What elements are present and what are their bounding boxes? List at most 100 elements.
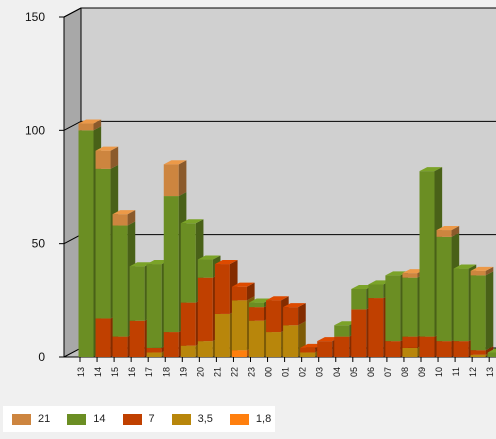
bar-segment-front xyxy=(146,264,162,348)
x-tick-label: 07 xyxy=(383,367,393,377)
bar-segment-top xyxy=(453,264,477,269)
bar-segment-front xyxy=(402,277,418,337)
bar-segment-front xyxy=(95,168,111,319)
x-tick-label: 04 xyxy=(332,367,342,377)
bar-segment-front xyxy=(180,345,196,357)
bar-segment-front xyxy=(163,196,179,333)
bar-segment-top xyxy=(180,219,204,224)
bar-segment-front xyxy=(129,320,145,357)
bar-segment-top xyxy=(129,262,153,267)
bar-segment-front xyxy=(129,266,145,321)
x-tick-label: 00 xyxy=(264,367,274,377)
bar-segment-top xyxy=(249,298,272,303)
bar-segment-top xyxy=(146,260,170,265)
bar-segment-front xyxy=(419,336,435,357)
bar-segment-front xyxy=(249,320,264,357)
legend-swatch xyxy=(229,413,249,425)
bar-segment-front xyxy=(163,164,179,197)
x-tick-label: 20 xyxy=(195,367,205,377)
y-tick-label: 150 xyxy=(25,10,45,24)
bar-segment-side xyxy=(246,282,255,301)
x-tick-label: 13 xyxy=(485,367,495,377)
y-tick-label: 50 xyxy=(32,237,46,251)
bar-segment-front xyxy=(300,352,316,357)
bar-segment-front xyxy=(453,341,469,357)
bar-segment-top xyxy=(197,255,221,260)
bar-segment-top xyxy=(163,160,187,165)
legend-swatch xyxy=(67,413,87,425)
bar-segment-front xyxy=(163,332,179,357)
legend-swatch xyxy=(12,413,31,425)
bar-segment-front xyxy=(487,352,496,357)
bar-segment-front xyxy=(197,277,213,342)
bar-segment-front xyxy=(266,300,282,333)
bar-segment-front xyxy=(419,171,435,337)
bar-segment-side xyxy=(178,160,187,197)
bar-segment-side xyxy=(298,303,306,326)
bar-segment-front xyxy=(95,150,111,169)
x-tick-label: 19 xyxy=(178,367,188,377)
bar-segment-front xyxy=(180,302,196,346)
legend-item-14: 14 xyxy=(67,413,106,425)
legend-item-1-8: 1,8 xyxy=(229,413,271,425)
bar-segment-front xyxy=(436,230,452,237)
bar-segment-front xyxy=(78,123,94,131)
bar-segment-front xyxy=(231,300,247,351)
bar-segment-front xyxy=(95,318,111,357)
bar-segment-front xyxy=(112,336,128,357)
y-tick-label: 100 xyxy=(25,123,45,137)
x-tick-label: 08 xyxy=(400,367,410,377)
x-tick-label: 22 xyxy=(229,367,239,377)
bar-segment-top xyxy=(283,303,306,308)
bar-segment-top xyxy=(436,226,460,231)
bar-segment-front xyxy=(402,273,418,278)
bar-segment-front xyxy=(436,341,452,357)
bar-segment-top xyxy=(419,167,443,172)
x-tick-label: 03 xyxy=(315,367,325,377)
bar-segment-front xyxy=(180,223,196,303)
legend-label: 7 xyxy=(148,413,155,425)
x-tick-label: 14 xyxy=(93,367,103,377)
bar-segment-front xyxy=(385,275,401,342)
bar-segment-front xyxy=(249,307,264,321)
bar-segment-front xyxy=(283,307,299,326)
bar-segment-front xyxy=(470,354,486,357)
legend-label: 3,5 xyxy=(197,413,213,425)
bar-segment-top xyxy=(112,210,136,215)
bar-segment-top xyxy=(317,337,340,342)
bar-segment-side xyxy=(127,210,136,226)
bar-segment-top xyxy=(402,269,426,274)
bar-segment-front xyxy=(112,225,128,337)
legend-label: 21 xyxy=(38,413,51,425)
bar-segment-front xyxy=(402,347,418,357)
bar-segment-front xyxy=(231,350,247,357)
x-tick-label: 11 xyxy=(451,367,461,376)
bar-segment-front xyxy=(334,325,350,337)
bar-segment-front xyxy=(368,284,384,299)
legend-swatch xyxy=(171,413,191,425)
y-tick-label: 0 xyxy=(38,350,45,364)
bar-segment-front xyxy=(249,302,264,308)
bar-segment-front xyxy=(266,332,282,357)
bar-segment-front xyxy=(214,264,230,314)
bar-segment-top xyxy=(95,146,119,151)
x-tick-label: 23 xyxy=(247,367,257,377)
bar-segment-front xyxy=(317,341,333,357)
bar-segment-front xyxy=(470,275,486,351)
x-tick-label: 09 xyxy=(417,367,427,377)
x-tick-label: 05 xyxy=(349,367,359,377)
bar-segment-front xyxy=(453,268,469,342)
legend-item-7: 7 xyxy=(122,413,155,425)
x-tick-label: 18 xyxy=(161,367,171,377)
x-tick-label: 15 xyxy=(110,367,120,377)
bar-segment-front xyxy=(231,286,247,301)
bar-segment-side xyxy=(485,346,494,355)
x-tick-label: 21 xyxy=(212,367,222,377)
x-tick-label: 16 xyxy=(127,367,137,377)
bar-segment-side xyxy=(485,266,494,276)
bar-segment-front xyxy=(146,352,162,357)
x-tick-label: 01 xyxy=(281,367,291,377)
bar-segment-side xyxy=(93,119,102,131)
bar-segment-front xyxy=(300,347,316,353)
